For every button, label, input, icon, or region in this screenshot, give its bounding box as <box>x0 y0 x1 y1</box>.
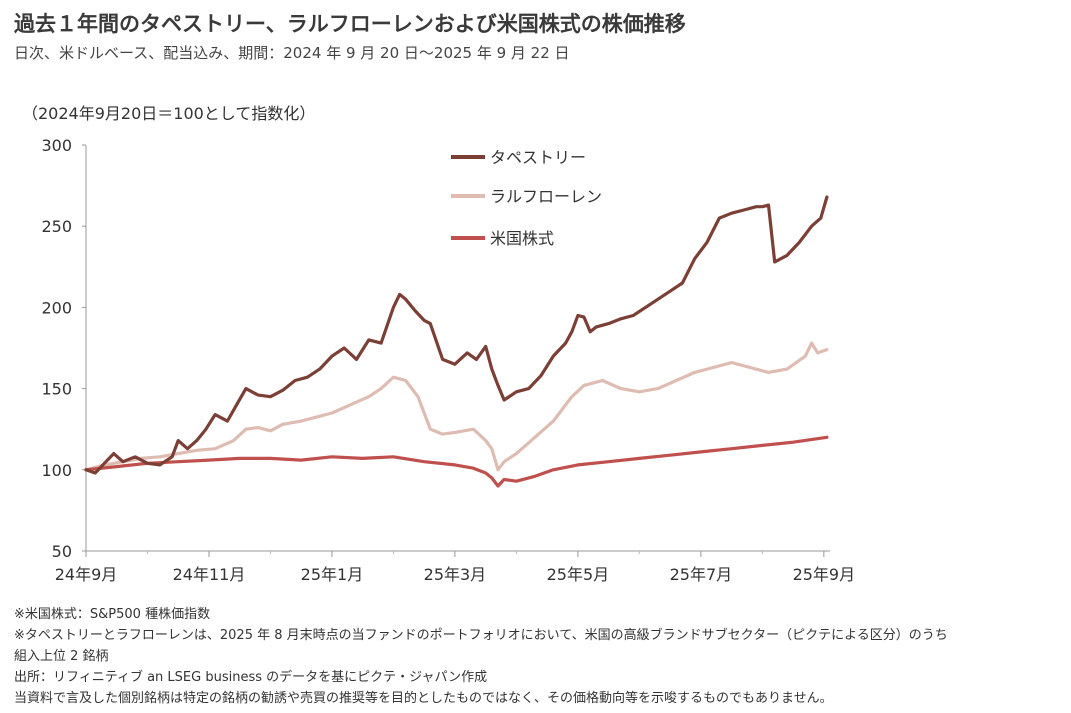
series-line-2 <box>84 435 829 488</box>
legend-label-1: ラルフローレン <box>490 187 602 206</box>
footnote-disclaimer: 当資料で言及した個別銘柄は特定の銘柄の勧誘や売買の推奨等を目的としたものではなく… <box>14 691 833 706</box>
axes: 50 100 150 200 250 300 24年9月 24年11月 25年1月 25年3月 25… <box>41 136 855 584</box>
x-tick-label: 25年1月 <box>301 565 364 584</box>
y-tick-label: 300 <box>41 136 72 155</box>
x-tick-label: 24年9月 <box>55 565 118 584</box>
footnote-source: 出所：リフィニティブ an LSEG business のデータを基にピクテ・ジ… <box>14 670 488 685</box>
x-tick-label: 25年3月 <box>424 565 487 584</box>
chart-subtitle: 日次、米ドルベース、配当込み、期間：2024 年 9 月 20 日～2025 年… <box>14 44 570 62</box>
series-lines <box>84 195 829 488</box>
footnote-2: ※タペストリーとラフローレンは、2025 年 8 月末時点の当ファンドのポートフ… <box>14 628 948 643</box>
y-tick-label: 200 <box>41 298 72 317</box>
footnotes: ※米国株式：S&P500 種株価指数 ※タペストリーとラフローレンは、2025 … <box>14 604 1059 709</box>
y-axis-unit-note: （2024年9月20日＝100として指数化） <box>22 104 316 123</box>
y-tick-label: 50 <box>52 542 72 561</box>
footnote-3: 組入上位 2 銘柄 <box>14 649 109 664</box>
series-line-0 <box>84 195 829 475</box>
y-tick-label: 150 <box>41 380 72 399</box>
x-tick-label: 24年11月 <box>173 565 246 584</box>
y-tick-label: 100 <box>41 461 72 480</box>
legend-label-0: タペストリー <box>490 148 586 167</box>
x-tick-label: 25年9月 <box>793 565 856 584</box>
y-tick-label: 250 <box>41 217 72 236</box>
series-line-1 <box>84 341 829 472</box>
footnote-1: ※米国株式：S&P500 種株価指数 <box>14 607 211 622</box>
legend-label-2: 米国株式 <box>490 229 554 248</box>
chart-title: 過去１年間のタペストリー、ラルフローレンおよび米国株式の株価推移 <box>14 12 686 36</box>
x-tick-label: 25年5月 <box>547 565 610 584</box>
line-chart: 50 100 150 200 250 300 24年9月 24年11月 25年1月 25年3月 25… <box>41 136 855 584</box>
x-tick-label: 25年7月 <box>670 565 733 584</box>
